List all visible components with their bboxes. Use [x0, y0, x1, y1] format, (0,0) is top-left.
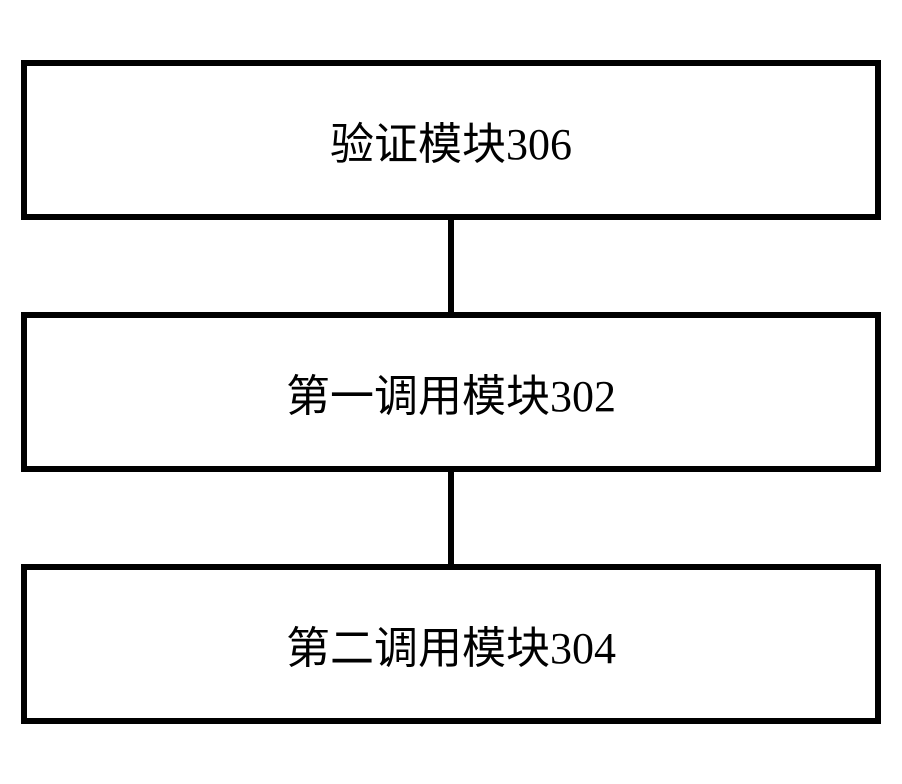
block-first-call-module: 第一调用模块302 [21, 312, 881, 472]
block-second-call-module: 第二调用模块304 [21, 564, 881, 724]
connector-2-3 [448, 472, 454, 564]
flowchart-diagram: 验证模块306 第一调用模块302 第二调用模块304 [21, 60, 881, 724]
connector-1-2 [448, 220, 454, 312]
block-label: 验证模块306 [330, 108, 572, 172]
block-label: 第一调用模块302 [286, 360, 616, 424]
block-verification-module: 验证模块306 [21, 60, 881, 220]
block-label: 第二调用模块304 [286, 612, 616, 676]
